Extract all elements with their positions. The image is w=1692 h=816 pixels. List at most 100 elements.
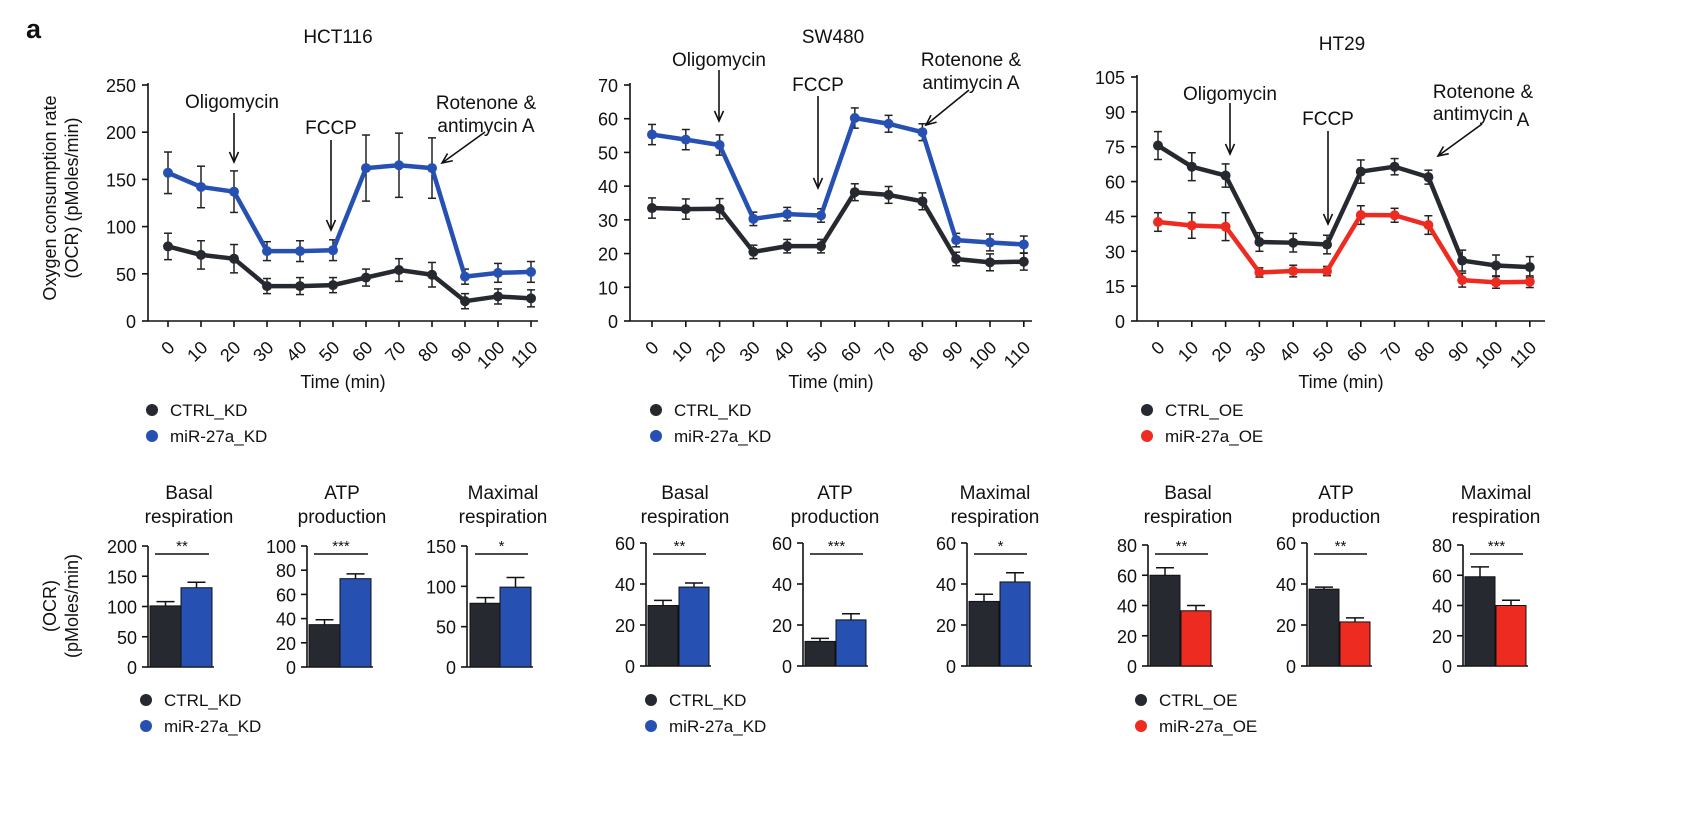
bar-title-line2: production [1292, 507, 1381, 528]
series-line [651, 189, 1024, 265]
annotation-label: A [1517, 110, 1530, 131]
bar-title-line2: respiration [951, 507, 1040, 528]
data-point [782, 241, 793, 252]
data-point [1524, 276, 1535, 287]
annotation-arrowhead [325, 219, 337, 232]
y-tick-label: 0 [446, 658, 456, 678]
legend-2: CTRL_OE miR-27a_OE [1141, 401, 1263, 446]
legend-label: CTRL_KD [164, 691, 241, 710]
series-CTRL_KD [163, 232, 536, 310]
bar-y-axis-title-line2: (pMoles/min) [62, 554, 82, 658]
x-tick-label: 90 [938, 337, 966, 365]
x-tick-label: 10 [183, 337, 211, 365]
bar-CTRL_OE [1464, 576, 1496, 667]
annotation-label: antimycin A [437, 116, 534, 137]
y-tick-label: 40 [615, 575, 635, 595]
bar-CTRL_KD [804, 640, 836, 667]
series-CTRL_KD [647, 183, 1029, 272]
bar-title-line1: Basal [661, 483, 709, 504]
data-point [361, 163, 371, 174]
data-point [163, 167, 173, 178]
x-tick-label: 60 [1343, 337, 1371, 365]
legend-0: CTRL_KD miR-27a_KD [146, 401, 267, 446]
annotation-label: Oligomycin [1183, 84, 1277, 105]
significance-label: ** [674, 538, 686, 555]
bar-CTRL_KD [968, 600, 1000, 667]
annotation-label: Rotenone & [921, 50, 1022, 71]
annotation-arrowhead [812, 177, 824, 190]
y-tick-label: 105 [1095, 68, 1125, 88]
bar-title-line1: Maximal [1461, 483, 1532, 504]
annotation-label: FCCP [305, 118, 357, 139]
annotation: Oligomycin [1183, 84, 1277, 156]
significance-label: *** [332, 538, 350, 555]
bar-chart-basal-respiration: Basal respiration 0 50 100 150 200 ** [107, 483, 233, 678]
bar-title-line2: respiration [641, 507, 730, 528]
y-tick-label: 60 [1276, 534, 1296, 554]
legend-5: CTRL_OE miR-27a_OE [1135, 691, 1257, 736]
y-tick-label: 45 [1105, 207, 1125, 227]
y-tick-label: 80 [1432, 536, 1452, 556]
annotation-arrow [925, 89, 970, 126]
y-tick-label: 70 [598, 76, 618, 96]
data-point [782, 209, 793, 220]
data-point [328, 280, 338, 291]
bar-title-line2: production [791, 507, 880, 528]
y-tick-label: 200 [106, 123, 136, 143]
y-tick-label: 150 [107, 567, 137, 587]
y-tick-label: 15 [1105, 277, 1125, 297]
bar-title-line2: respiration [459, 507, 548, 528]
data-point [262, 246, 272, 257]
line-y-axis-title: Oxygen consumption rate (OCR) (pMoles/min… [40, 95, 82, 658]
legend-label: miR-27a_KD [170, 427, 267, 446]
x-tick-label: 90 [447, 337, 475, 365]
x-tick-label: 40 [769, 337, 797, 365]
data-point [680, 204, 691, 215]
legend-marker [1141, 430, 1153, 442]
y-tick-label: 20 [1432, 627, 1452, 647]
legend-label: miR-27a_KD [669, 717, 766, 736]
annotation-label: Oligomycin [672, 50, 766, 71]
bar-chart-maximal-respiration: Maximal respiration 0 20 40 60 * [936, 483, 1039, 677]
x-tick-label: 100 [965, 337, 1000, 372]
series-line [651, 115, 1024, 247]
x-tick-label: 30 [249, 337, 277, 365]
data-point [849, 113, 860, 124]
data-point [985, 257, 995, 268]
significance-label: *** [828, 538, 846, 555]
data-point [1423, 220, 1434, 231]
y-tick-label: 50 [116, 265, 136, 285]
x-tick-label: 0 [641, 337, 662, 358]
legend-label: miR-27a_KD [164, 717, 261, 736]
data-point [526, 293, 536, 304]
series-line [167, 244, 532, 304]
y-tick-label: 40 [276, 610, 296, 630]
data-point [680, 134, 691, 145]
annotation-arrowhead [924, 114, 937, 127]
bar-title-line1: Maximal [468, 483, 539, 504]
legend-label: miR-27a_OE [1165, 427, 1263, 446]
y-tick-label: 60 [1432, 566, 1452, 586]
x-axis-label: Time (min) [788, 372, 873, 392]
x-tick-label: 110 [507, 337, 541, 371]
bar-miR-27a_KD [999, 581, 1031, 667]
bar-miR-27a_OE [1180, 610, 1212, 667]
y-axis-title-line1: Oxygen consumption rate [40, 95, 60, 300]
data-point [1220, 170, 1231, 181]
annotation: FCCP [792, 75, 844, 190]
y-tick-label: 50 [436, 618, 456, 638]
annotation-label: FCCP [1302, 109, 1354, 130]
data-point [196, 249, 206, 260]
annotation: Rotenone & [1433, 82, 1534, 158]
y-tick-label: 200 [107, 537, 137, 557]
data-point [748, 213, 759, 224]
x-tick-label: 0 [157, 337, 178, 358]
bar-miR-27a_KD [835, 619, 867, 667]
data-point [951, 235, 962, 246]
series-miR-27a_KD [163, 132, 536, 285]
x-tick-label: 30 [1242, 337, 1270, 365]
y-tick-label: 60 [615, 534, 635, 554]
bar-CTRL_OE [1149, 574, 1181, 667]
x-tick-label: 80 [414, 337, 442, 365]
bar-CTRL_KD [308, 624, 341, 668]
